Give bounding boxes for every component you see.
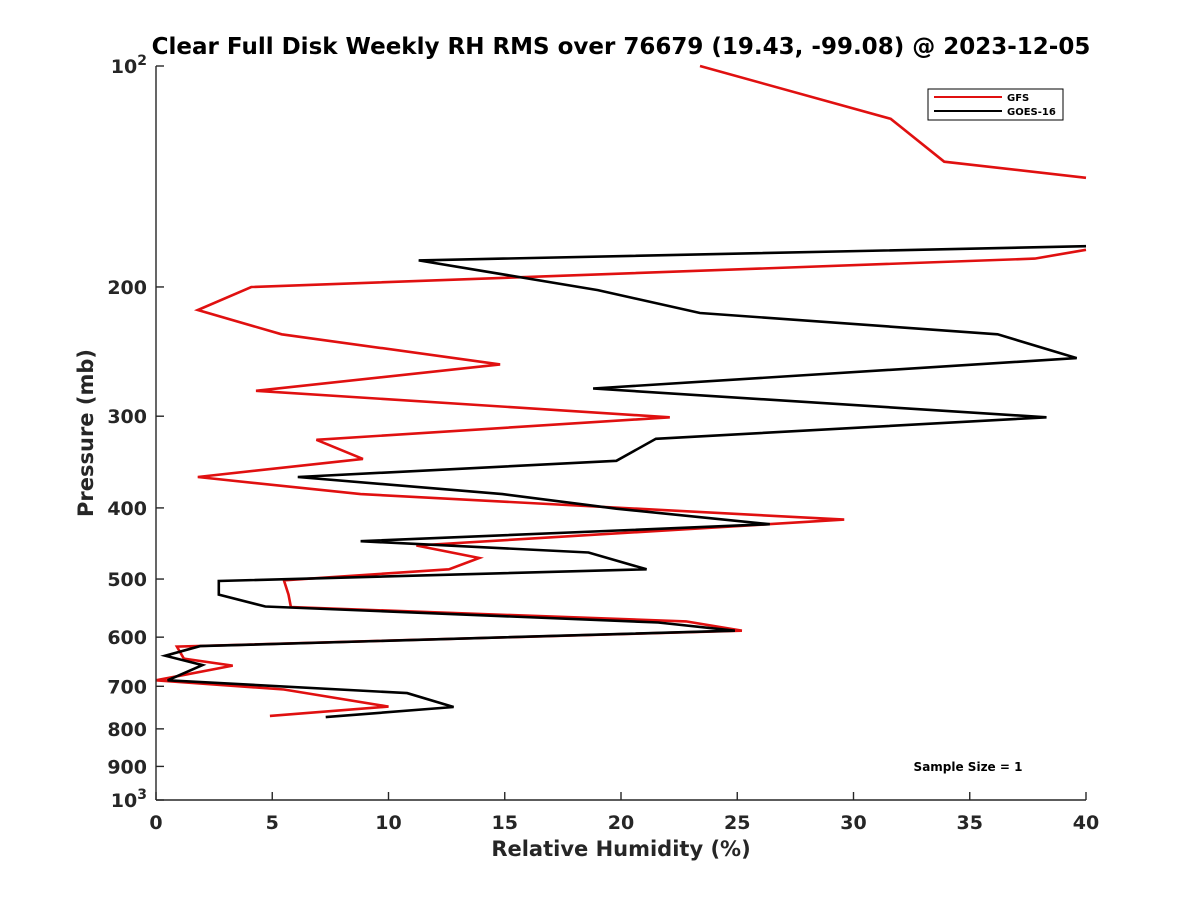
y-tick-label-400: 400 — [107, 498, 147, 520]
y-axis-title: Pressure (mb) — [74, 349, 98, 517]
series-layer — [155, 64, 1087, 719]
y-tick-label-800: 800 — [107, 719, 147, 741]
y-tick-label-200: 200 — [107, 277, 147, 299]
legend-label-gfs: GFS — [1007, 93, 1029, 104]
x-tick-label-35: 35 — [957, 812, 983, 834]
x-tick-label-5: 5 — [266, 812, 279, 834]
chart-title: Clear Full Disk Weekly RH RMS over 76679… — [152, 34, 1091, 60]
y-tick-label-900: 900 — [107, 756, 147, 778]
y-tick-label-300: 300 — [107, 406, 147, 428]
x-tick-label-15: 15 — [492, 812, 518, 834]
series-line-gfs-segment-1 — [699, 64, 1087, 180]
x-ticks-layer: 0 5 10 15 20 25 30 35 40 — [149, 792, 1099, 834]
legend-box — [927, 88, 1064, 121]
x-tick-label-25: 25 — [724, 812, 750, 834]
x-axis-title: Relative Humidity (%) — [491, 837, 750, 861]
plot-area — [156, 66, 1086, 800]
x-tick-label-30: 30 — [840, 812, 866, 834]
sample-size-annotation: Sample Size = 1 — [914, 760, 1023, 774]
y-tick-label-500: 500 — [107, 569, 147, 591]
legend: GFS GOES-16 — [927, 88, 1064, 121]
series-line-goes-16 — [160, 244, 1087, 719]
x-tick-label-40: 40 — [1073, 812, 1099, 834]
legend-label-goes-16: GOES-16 — [1007, 107, 1056, 118]
y-ticks-layer: 102 200 300 400 500 600 700 800 900 103 — [107, 53, 164, 812]
y-tick-label-600: 600 — [107, 627, 147, 649]
x-tick-label-10: 10 — [375, 812, 401, 834]
y-tick-label-1000: 103 — [111, 787, 147, 812]
y-tick-label-100: 102 — [111, 53, 147, 78]
series-line-gfs-segment-2 — [155, 248, 1087, 718]
x-tick-label-0: 0 — [149, 812, 162, 834]
x-tick-label-20: 20 — [608, 812, 634, 834]
y-tick-label-700: 700 — [107, 676, 147, 698]
